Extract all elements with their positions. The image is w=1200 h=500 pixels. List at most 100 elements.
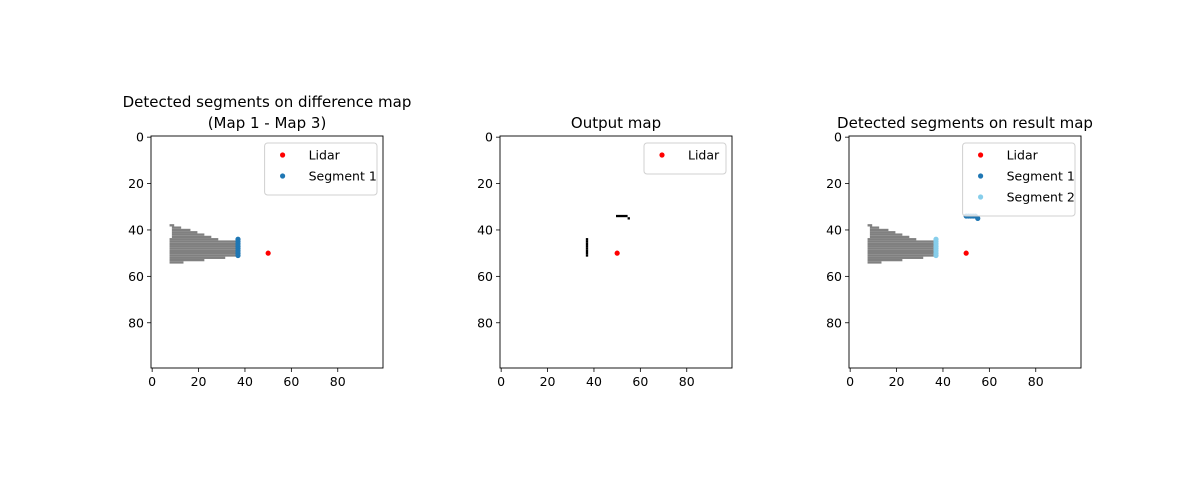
map-cell-row bbox=[585, 240, 589, 243]
legend-box bbox=[264, 142, 378, 196]
map-cell-row bbox=[867, 258, 903, 262]
y-tick-label: 40 bbox=[477, 222, 493, 237]
map-cell-row bbox=[585, 238, 589, 241]
map-cell-row bbox=[869, 233, 903, 236]
x-tick-label: 40 bbox=[935, 374, 951, 389]
legend-marker bbox=[280, 173, 286, 179]
map-cell-row bbox=[585, 245, 589, 248]
map-cell-row bbox=[869, 231, 896, 234]
map-cell-row bbox=[169, 240, 240, 243]
legend-box bbox=[643, 142, 727, 175]
point-segment-2 bbox=[933, 252, 939, 259]
x-tick-label: 20 bbox=[191, 374, 207, 389]
legend-marker bbox=[659, 152, 665, 158]
y-tick-label: 20 bbox=[477, 176, 493, 191]
point-lidar bbox=[614, 250, 620, 256]
axes-frame bbox=[848, 135, 1082, 369]
legend-marker bbox=[978, 194, 984, 200]
x-tick-label: 0 bbox=[497, 374, 505, 389]
map-layer bbox=[585, 214, 630, 257]
legend-label: Lidar bbox=[1007, 148, 1039, 163]
map-cell-row bbox=[169, 258, 205, 262]
x-tick-label: 60 bbox=[632, 374, 648, 389]
legend-box bbox=[962, 142, 1076, 217]
map-cell-row bbox=[169, 247, 240, 250]
chart-title: Detected segments on result map bbox=[837, 114, 1093, 132]
y-tick-label: 80 bbox=[477, 315, 493, 330]
chart-title: Detected segments on difference map bbox=[123, 93, 412, 111]
map-cell-row bbox=[867, 240, 938, 243]
legend-label: Lidar bbox=[309, 148, 341, 163]
map-cell-row bbox=[171, 228, 191, 232]
title-layer: Detected segments on result map bbox=[837, 114, 1093, 132]
axes-frame bbox=[150, 135, 384, 369]
x-tick-label: 40 bbox=[237, 374, 253, 389]
map-cell-row bbox=[867, 245, 938, 248]
legend-label: Segment 2 bbox=[1007, 190, 1075, 205]
map-cell-row bbox=[869, 235, 910, 239]
map-cell-row bbox=[616, 214, 628, 218]
chart-title: (Map 1 - Map 3) bbox=[208, 114, 327, 132]
map-cell-row bbox=[169, 238, 219, 241]
map-cell-row bbox=[867, 252, 938, 255]
y-tick-label: 20 bbox=[826, 176, 842, 191]
map-cell-row bbox=[171, 226, 182, 229]
x-tick-label: 80 bbox=[330, 374, 346, 389]
map-cell-row bbox=[869, 226, 880, 229]
point-lidar bbox=[265, 250, 271, 256]
y-tick-label: 60 bbox=[477, 269, 493, 284]
map-layer bbox=[867, 224, 938, 264]
x-tick-label: 80 bbox=[1028, 374, 1044, 389]
map-cell-row bbox=[169, 254, 240, 257]
chart-title: Output map bbox=[571, 114, 661, 132]
x-tick-label: 20 bbox=[889, 374, 905, 389]
map-cell-row bbox=[585, 242, 589, 246]
map-cell-row bbox=[585, 247, 589, 250]
map-cell-row bbox=[171, 233, 205, 236]
x-tick-label: 80 bbox=[679, 374, 695, 389]
map-cell-row bbox=[869, 228, 889, 232]
legend-marker bbox=[978, 152, 984, 158]
legend-marker bbox=[280, 152, 286, 158]
axes-layer: 0 20 40 60 80 0 20 40 60 80 bbox=[826, 130, 1082, 389]
y-tick-label: 0 bbox=[136, 130, 144, 145]
map-layer bbox=[169, 224, 240, 264]
legend-marker bbox=[978, 173, 984, 179]
map-cell-row bbox=[169, 242, 240, 246]
x-tick-label: 0 bbox=[846, 374, 854, 389]
point-segment-1 bbox=[235, 252, 241, 259]
map-cell-row bbox=[169, 245, 240, 248]
y-tick-label: 40 bbox=[128, 222, 144, 237]
map-cell-row bbox=[585, 254, 589, 257]
axes-layer: 0 20 40 60 80 0 20 40 60 80 bbox=[477, 130, 733, 389]
title-layer: Detected segments on difference map (Map … bbox=[123, 93, 412, 132]
map-cell-row bbox=[867, 249, 938, 252]
point-segment-1 bbox=[975, 215, 981, 221]
map-cell-row bbox=[867, 256, 924, 259]
axes-frame bbox=[499, 135, 733, 369]
series-layer bbox=[235, 236, 271, 259]
x-tick-label: 40 bbox=[586, 374, 602, 389]
map-cell-row bbox=[171, 231, 198, 234]
legend: Lidar bbox=[643, 142, 727, 175]
map-cell-row bbox=[867, 254, 938, 257]
map-cell-row bbox=[627, 217, 630, 220]
y-tick-label: 40 bbox=[826, 222, 842, 237]
legend-label: Segment 1 bbox=[1007, 169, 1075, 184]
map-cell-row bbox=[171, 235, 212, 239]
y-tick-label: 80 bbox=[826, 315, 842, 330]
series-layer bbox=[614, 250, 620, 256]
subplot-3: 0 20 40 60 80 0 20 40 60 80 Detected segments on … bbox=[826, 114, 1093, 389]
legend: Lidar Segment 1 Segment 2 bbox=[962, 142, 1076, 217]
legend-label: Segment 1 bbox=[309, 169, 377, 184]
legend-label: Lidar bbox=[688, 148, 720, 163]
x-tick-label: 60 bbox=[283, 374, 299, 389]
x-tick-label: 20 bbox=[540, 374, 556, 389]
map-cell-row bbox=[169, 249, 240, 252]
map-cell-row bbox=[585, 252, 589, 255]
point-lidar bbox=[963, 250, 969, 256]
y-tick-label: 0 bbox=[834, 130, 842, 145]
map-cell-row bbox=[867, 224, 873, 227]
x-tick-label: 60 bbox=[981, 374, 997, 389]
